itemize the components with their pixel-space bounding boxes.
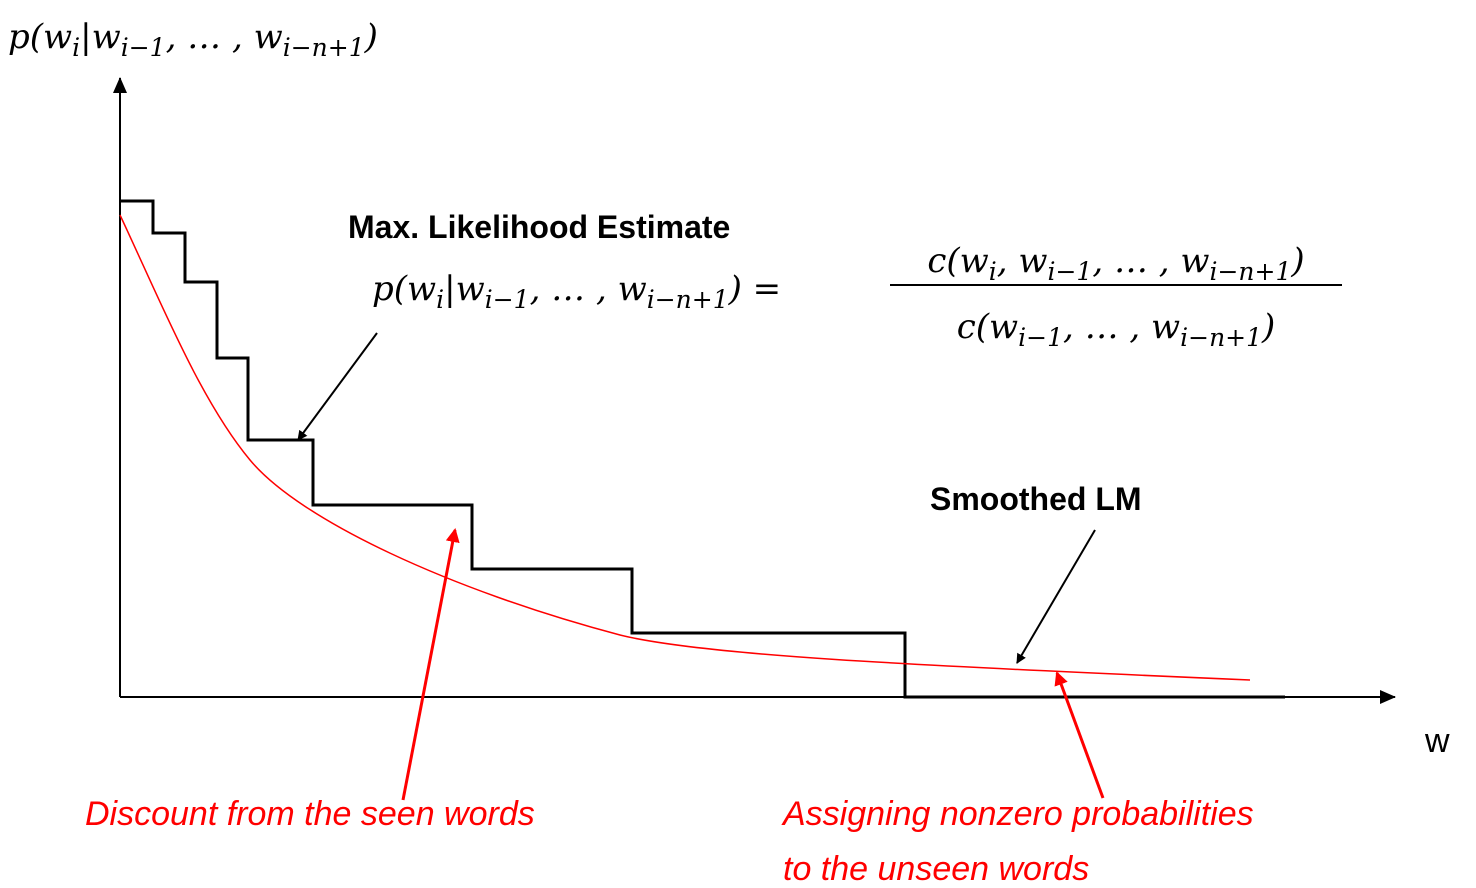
smoothed-curve (119, 214, 1251, 681)
formula-denominator: c(wi−1, … , wi−n+1) (957, 307, 1276, 352)
y-axis-label: p(wi|wi−1, … , wi−n+1) (8, 17, 378, 62)
discount-arrow (401, 528, 460, 801)
mle-steps (120, 199, 1285, 699)
mle-arrow (297, 332, 378, 441)
math-text: , … , w (530, 269, 647, 309)
subscript: i−1 (1018, 323, 1063, 352)
math-text: |w (80, 17, 121, 57)
nonzero-note: Assigning nonzero probabilities (781, 795, 1254, 833)
math-text: p(w (8, 17, 72, 57)
nonzero-note: to the unseen words (783, 850, 1089, 888)
discount-note: Discount from the seen words (85, 795, 535, 833)
math-text: ) (1290, 241, 1304, 281)
smoothed-label: Smoothed LM (930, 481, 1142, 517)
math-text: , w (997, 241, 1048, 281)
math-text: , … , w (166, 17, 283, 57)
subscript: i−1 (1047, 257, 1092, 286)
subscript: i−n+1 (1180, 323, 1262, 352)
math-text: ) (1261, 307, 1275, 347)
mle-label: Max. Likelihood Estimate (348, 209, 730, 245)
math-text: ) (364, 17, 378, 57)
subscript: i−1 (121, 33, 166, 62)
math-text: , … , w (1063, 307, 1180, 347)
math-text: c(w (927, 241, 988, 281)
math-text: c(w (957, 307, 1018, 347)
subscript: i−n+1 (283, 33, 365, 62)
math-text: , … , w (1092, 241, 1209, 281)
formula-numerator: c(wi, wi−1, … , wi−n+1) (927, 241, 1304, 286)
math-text: p(w (372, 269, 436, 309)
subscript: i (436, 285, 444, 314)
subscript: i−n+1 (647, 285, 729, 314)
subscript: i (72, 33, 80, 62)
nonzero-arrow (1054, 671, 1105, 799)
formula-lhs: p(wi|wi−1, … , wi−n+1) = (372, 269, 781, 314)
smoothed-arrow (1016, 529, 1096, 664)
subscript: i−1 (485, 285, 530, 314)
math-text: ) = (728, 269, 782, 309)
subscript: i−n+1 (1209, 257, 1291, 286)
subscript: i (989, 257, 997, 286)
math-text: |w (444, 269, 485, 309)
x-axis-label: w (1424, 722, 1450, 760)
